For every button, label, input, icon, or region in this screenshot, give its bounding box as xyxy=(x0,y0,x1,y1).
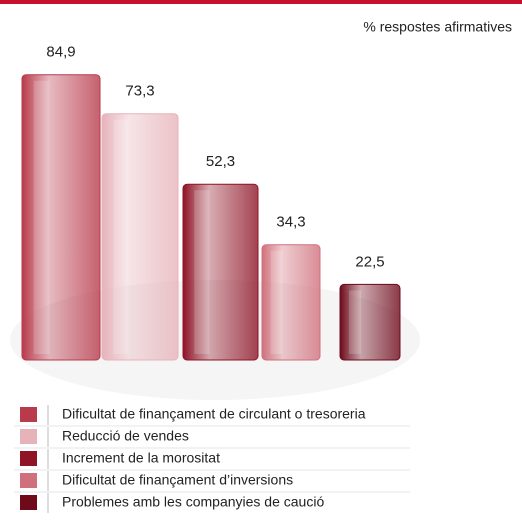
bar-highlight xyxy=(113,119,129,354)
legend-swatch xyxy=(20,495,37,510)
value-label: 73,3 xyxy=(125,83,154,100)
bar xyxy=(261,244,321,361)
bar xyxy=(182,183,259,361)
bar xyxy=(101,113,179,361)
legend-label: Dificultat de finançament de circulant o… xyxy=(62,406,366,422)
legend-swatch xyxy=(20,473,37,488)
legend-label: Reducció de vendes xyxy=(62,428,189,444)
legend-label: Increment de la morositat xyxy=(62,450,220,466)
bar xyxy=(21,74,101,361)
value-label: 52,3 xyxy=(206,153,235,170)
legend-swatch xyxy=(20,429,37,444)
legend-swatch xyxy=(20,451,37,466)
bar-highlight xyxy=(33,80,50,355)
legend-label: Dificultat de finançament d’inversions xyxy=(62,472,293,488)
legend-swatch xyxy=(20,407,37,422)
chart-subtitle: % respostes afirmatives xyxy=(363,19,512,35)
bar-highlight xyxy=(349,290,361,354)
legend-label: Problemes amb les companyies de caució xyxy=(62,494,324,510)
bar-highlight xyxy=(194,190,210,354)
top-rule xyxy=(0,0,522,4)
bar xyxy=(339,283,401,361)
bar-highlight xyxy=(270,250,283,354)
value-label: 22,5 xyxy=(355,253,384,270)
value-label: 34,3 xyxy=(276,214,305,231)
value-label: 84,9 xyxy=(46,44,75,61)
